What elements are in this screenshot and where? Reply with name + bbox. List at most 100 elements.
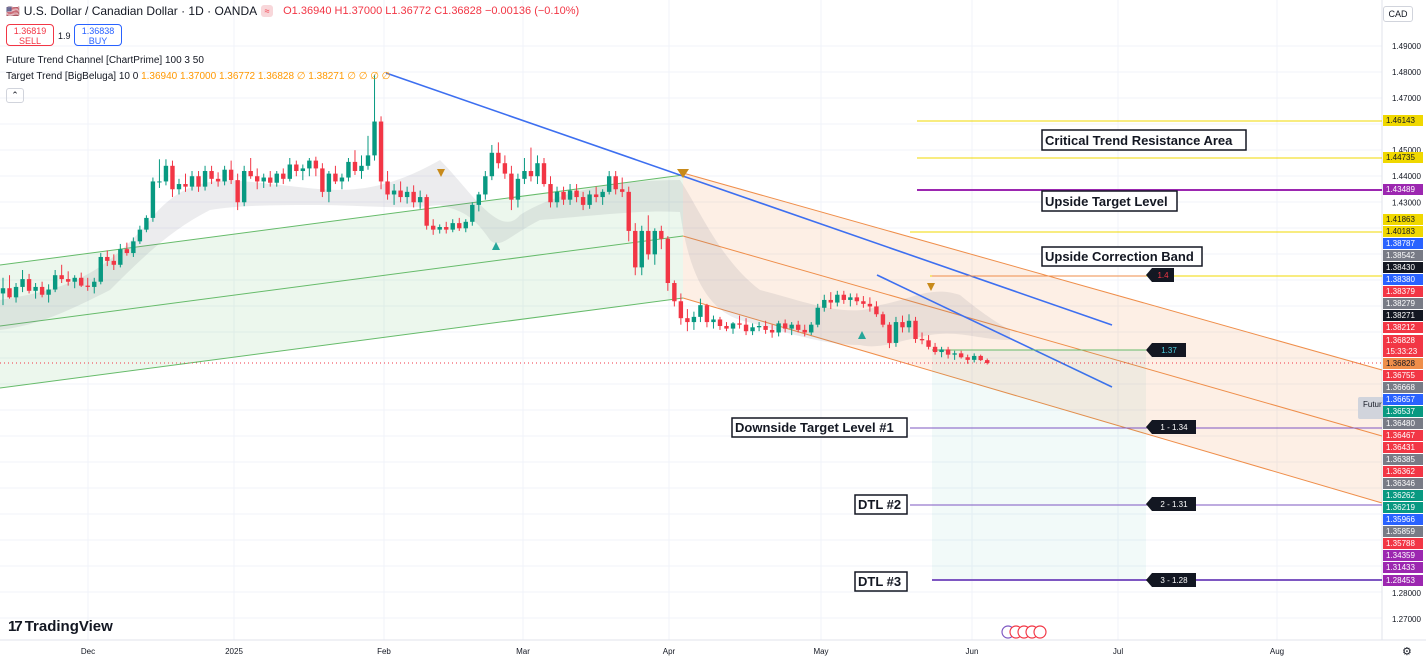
price-label: 1.36385 (1386, 455, 1415, 464)
candle-body (209, 171, 214, 179)
candle-body (144, 217, 149, 230)
price-label-bg (1383, 238, 1423, 249)
candle-body (554, 191, 560, 203)
target-tag-bg (1146, 268, 1174, 282)
candle-body (183, 184, 188, 187)
downtrend-channel-fill (683, 173, 1382, 503)
price-label-bg (1383, 406, 1423, 417)
candle-body (789, 324, 794, 329)
time-tick-label: 2025 (225, 647, 243, 656)
candle-body (352, 161, 358, 172)
price-label: 1.36828 (1386, 336, 1415, 345)
candle-body (965, 357, 970, 360)
candle-body (437, 227, 442, 230)
price-label-bg (1383, 454, 1423, 465)
candle-body (326, 173, 332, 192)
candle-body (574, 190, 579, 198)
annotation-label: Upside Correction Band (1045, 249, 1194, 264)
price-label-bg (1383, 538, 1423, 549)
candle-body (59, 275, 64, 280)
candle-body (268, 177, 273, 183)
price-label: 1.31433 (1386, 563, 1415, 572)
time-tick-label: Aug (1270, 647, 1284, 656)
target-tag-label: 1.4 (1157, 271, 1169, 280)
price-label: 1.36262 (1386, 491, 1415, 500)
price-label: 1.36668 (1386, 383, 1415, 392)
symbol-title[interactable]: U.S. Dollar / Canadian Dollar · 1D · OAN… (23, 4, 258, 18)
candle-body (985, 360, 990, 364)
sell-button[interactable]: 1.36819 SELL (6, 24, 54, 46)
sell-signal-marker (437, 169, 445, 177)
price-label-bg (1383, 322, 1423, 333)
chart-header: 🇺🇸 U.S. Dollar / Canadian Dollar · 1D · … (6, 4, 579, 18)
candle-body (913, 320, 918, 340)
time-tick-label: Jul (1113, 647, 1123, 656)
price-label: 1.36480 (1386, 419, 1415, 428)
indicator-target-trend[interactable]: Target Trend [BigBeluga] 10 0 1.36940 1.… (6, 71, 390, 82)
candle-body (704, 305, 710, 323)
target-tag-bg (1146, 573, 1196, 587)
candle-body (809, 324, 814, 333)
price-label: 1.36346 (1386, 479, 1415, 488)
candle-body (85, 285, 90, 287)
candle-body (711, 319, 716, 323)
candle-body (698, 305, 703, 317)
candle-body (0, 288, 6, 294)
candle-body (900, 322, 905, 328)
candle-body (906, 320, 912, 328)
candle-body (854, 297, 860, 302)
candle-body (952, 353, 957, 355)
uptrend-channel-lower (0, 297, 684, 389)
tradingview-wordmark: TradingView (24, 618, 113, 635)
candle-body (919, 339, 925, 341)
candle-body (717, 319, 723, 326)
candle-body (626, 191, 631, 231)
annotation-box (1041, 246, 1203, 267)
candle-body (470, 204, 475, 222)
price-label: 1.28453 (1386, 576, 1415, 585)
tradingview-logo[interactable]: 17 TradingView (8, 618, 113, 635)
annotation-box (1041, 129, 1247, 151)
indicator-future-trend-channel[interactable]: Future Trend Channel [ChartPrime] 100 3 … (6, 55, 204, 66)
candle-body (561, 191, 566, 200)
trendline-secondary (876, 274, 1113, 388)
countdown-label: 15:33:23 (1386, 347, 1418, 356)
candle-body (46, 289, 51, 295)
candle-body (978, 355, 983, 361)
candle-body (359, 165, 364, 172)
currency-selector[interactable]: CAD (1383, 6, 1413, 22)
price-tick-label: 1.44000 (1392, 172, 1421, 181)
channel-label: Futur (1363, 400, 1382, 409)
price-label-bg (1383, 310, 1423, 321)
candle-body (613, 176, 618, 190)
settings-gear-icon[interactable]: ⚙ (1402, 646, 1412, 658)
price-label: 1.36362 (1386, 467, 1415, 476)
annotation-label: Critical Trend Resistance Area (1045, 133, 1233, 148)
candle-body (776, 323, 781, 333)
candle-body (72, 277, 77, 282)
candle-body (346, 161, 351, 178)
target-tag-bg (1146, 343, 1186, 357)
annotation-box (854, 494, 908, 515)
price-label: 1.38430 (1386, 263, 1415, 272)
buy-price: 1.36838 (81, 26, 115, 36)
buy-button[interactable]: 1.36838 BUY (74, 24, 122, 46)
candle-body (313, 160, 319, 169)
candle-body (874, 306, 879, 315)
economic-event-icon (1033, 625, 1047, 639)
candle-body (743, 324, 749, 332)
candle-body (307, 160, 312, 169)
candle-body (33, 286, 38, 291)
price-label: 1.46143 (1386, 116, 1415, 125)
candle-body (861, 301, 866, 304)
price-label: 1.35859 (1386, 527, 1415, 536)
candle-body (124, 249, 130, 254)
candle-body (672, 283, 677, 302)
projection-box (932, 350, 1146, 580)
candle-body (971, 355, 977, 360)
candle-body (483, 176, 488, 195)
candle-body (737, 323, 742, 325)
price-label-bg (1383, 562, 1423, 573)
collapse-indicators-button[interactable]: ⌃ (6, 88, 24, 103)
